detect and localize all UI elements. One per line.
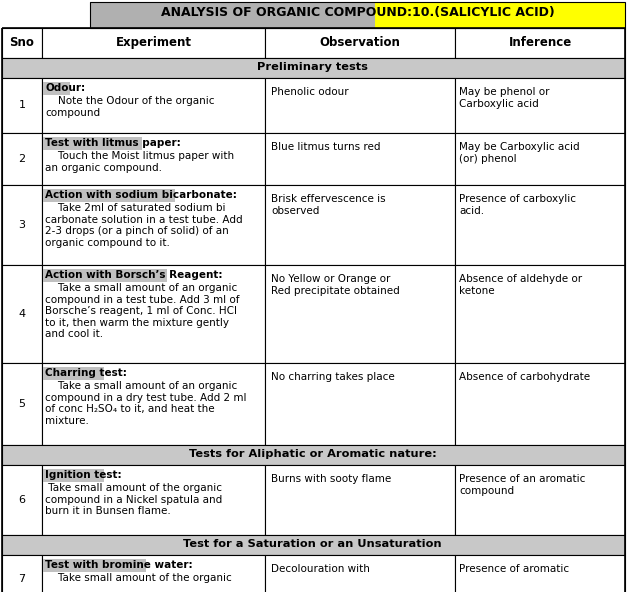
- Text: Presence of aromatic: Presence of aromatic: [459, 564, 569, 574]
- Text: Ignition test:: Ignition test:: [45, 470, 122, 480]
- Bar: [43, 469, 104, 482]
- Bar: [455, 28, 625, 58]
- Bar: [2, 28, 42, 58]
- Text: 4: 4: [18, 309, 26, 319]
- Bar: [42, 555, 265, 592]
- Text: 7: 7: [18, 574, 26, 584]
- Bar: [265, 78, 455, 133]
- Text: Test for a Saturation or an Unsaturation: Test for a Saturation or an Unsaturation: [183, 539, 442, 549]
- Text: 1: 1: [19, 101, 26, 111]
- Text: Tests for Aliphatic or Aromatic nature:: Tests for Aliphatic or Aromatic nature:: [189, 449, 436, 459]
- Text: 3: 3: [19, 220, 26, 230]
- Bar: [2, 58, 625, 78]
- Text: Odour:: Odour:: [45, 83, 85, 93]
- Text: 5: 5: [19, 399, 26, 409]
- Text: Blue litmus turns red: Blue litmus turns red: [271, 142, 381, 152]
- Text: 2: 2: [18, 154, 26, 164]
- Bar: [455, 78, 625, 133]
- Bar: [43, 367, 104, 380]
- Text: Absence of aldehyde or
ketone: Absence of aldehyde or ketone: [459, 274, 582, 295]
- Text: Take a small amount of an organic
compound in a test tube. Add 3 ml of
Borsche’s: Take a small amount of an organic compou…: [45, 283, 240, 339]
- Text: May be Carboxylic acid
(or) phenol: May be Carboxylic acid (or) phenol: [459, 142, 579, 163]
- Bar: [43, 269, 167, 282]
- Bar: [265, 465, 455, 535]
- Bar: [2, 265, 42, 363]
- Text: No charring takes place: No charring takes place: [271, 372, 395, 382]
- Text: Brisk effervescence is
observed: Brisk effervescence is observed: [271, 194, 386, 215]
- Text: May be phenol or
Carboxylic acid: May be phenol or Carboxylic acid: [459, 87, 549, 108]
- Text: Burns with sooty flame: Burns with sooty flame: [271, 474, 391, 484]
- Text: Take small amount of the organic
compound in a Nickel spatula and
burn it in Bun: Take small amount of the organic compoun…: [45, 483, 222, 516]
- Text: Take small amount of the organic: Take small amount of the organic: [45, 573, 232, 583]
- Text: ANALYSIS OF ORGANIC COMPOUND:10.(SALICYLIC ACID): ANALYSIS OF ORGANIC COMPOUND:10.(SALICYL…: [161, 6, 554, 19]
- Bar: [43, 189, 175, 202]
- Text: Take 2ml of saturated sodium bi
carbonate solution in a test tube. Add
2-3 drops: Take 2ml of saturated sodium bi carbonat…: [45, 203, 243, 248]
- Bar: [265, 28, 455, 58]
- Text: Preliminary tests: Preliminary tests: [257, 62, 368, 72]
- Text: Experiment: Experiment: [115, 36, 191, 49]
- Bar: [42, 265, 265, 363]
- Text: Observation: Observation: [320, 36, 401, 49]
- Text: Test with bromine water:: Test with bromine water:: [45, 560, 192, 570]
- Text: Sno: Sno: [9, 36, 34, 49]
- Bar: [2, 133, 42, 185]
- Bar: [455, 555, 625, 592]
- Text: Presence of an aromatic
compound: Presence of an aromatic compound: [459, 474, 586, 496]
- Bar: [2, 535, 625, 555]
- Bar: [90, 2, 625, 28]
- Bar: [43, 137, 142, 150]
- Bar: [42, 133, 265, 185]
- Bar: [455, 265, 625, 363]
- Bar: [42, 78, 265, 133]
- Bar: [265, 555, 455, 592]
- Bar: [455, 185, 625, 265]
- Bar: [455, 363, 625, 445]
- Bar: [2, 363, 42, 445]
- Text: Decolouration with: Decolouration with: [271, 564, 370, 574]
- Bar: [42, 28, 265, 58]
- Text: Charring test:: Charring test:: [45, 368, 127, 378]
- Bar: [42, 185, 265, 265]
- Text: No Yellow or Orange or
Red precipitate obtained: No Yellow or Orange or Red precipitate o…: [271, 274, 400, 295]
- Bar: [455, 465, 625, 535]
- Bar: [265, 133, 455, 185]
- Bar: [43, 82, 70, 95]
- Text: Action with sodium bicarbonate:: Action with sodium bicarbonate:: [45, 190, 237, 200]
- Text: Action with Borsch’s Reagent:: Action with Borsch’s Reagent:: [45, 270, 223, 280]
- Text: Absence of carbohydrate: Absence of carbohydrate: [459, 372, 590, 382]
- Text: Presence of carboxylic
acid.: Presence of carboxylic acid.: [459, 194, 576, 215]
- Bar: [2, 555, 42, 592]
- Text: 6: 6: [19, 495, 26, 505]
- Bar: [2, 78, 42, 133]
- Bar: [43, 559, 146, 572]
- Bar: [2, 445, 625, 465]
- Text: Phenolic odour: Phenolic odour: [271, 87, 349, 97]
- Text: Inference: Inference: [508, 36, 572, 49]
- Bar: [265, 185, 455, 265]
- Text: Test with litmus paper:: Test with litmus paper:: [45, 138, 181, 148]
- Text: Note the Odour of the organic
compound: Note the Odour of the organic compound: [45, 96, 214, 118]
- Text: Take a small amount of an organic
compound in a dry test tube. Add 2 ml
of conc : Take a small amount of an organic compou…: [45, 381, 246, 426]
- Bar: [42, 465, 265, 535]
- Bar: [90, 2, 625, 28]
- Bar: [375, 2, 625, 28]
- Bar: [2, 465, 42, 535]
- Bar: [455, 133, 625, 185]
- Bar: [2, 185, 42, 265]
- Bar: [42, 363, 265, 445]
- Text: Touch the Moist litmus paper with
an organic compound.: Touch the Moist litmus paper with an org…: [45, 151, 234, 173]
- Bar: [265, 363, 455, 445]
- Bar: [265, 265, 455, 363]
